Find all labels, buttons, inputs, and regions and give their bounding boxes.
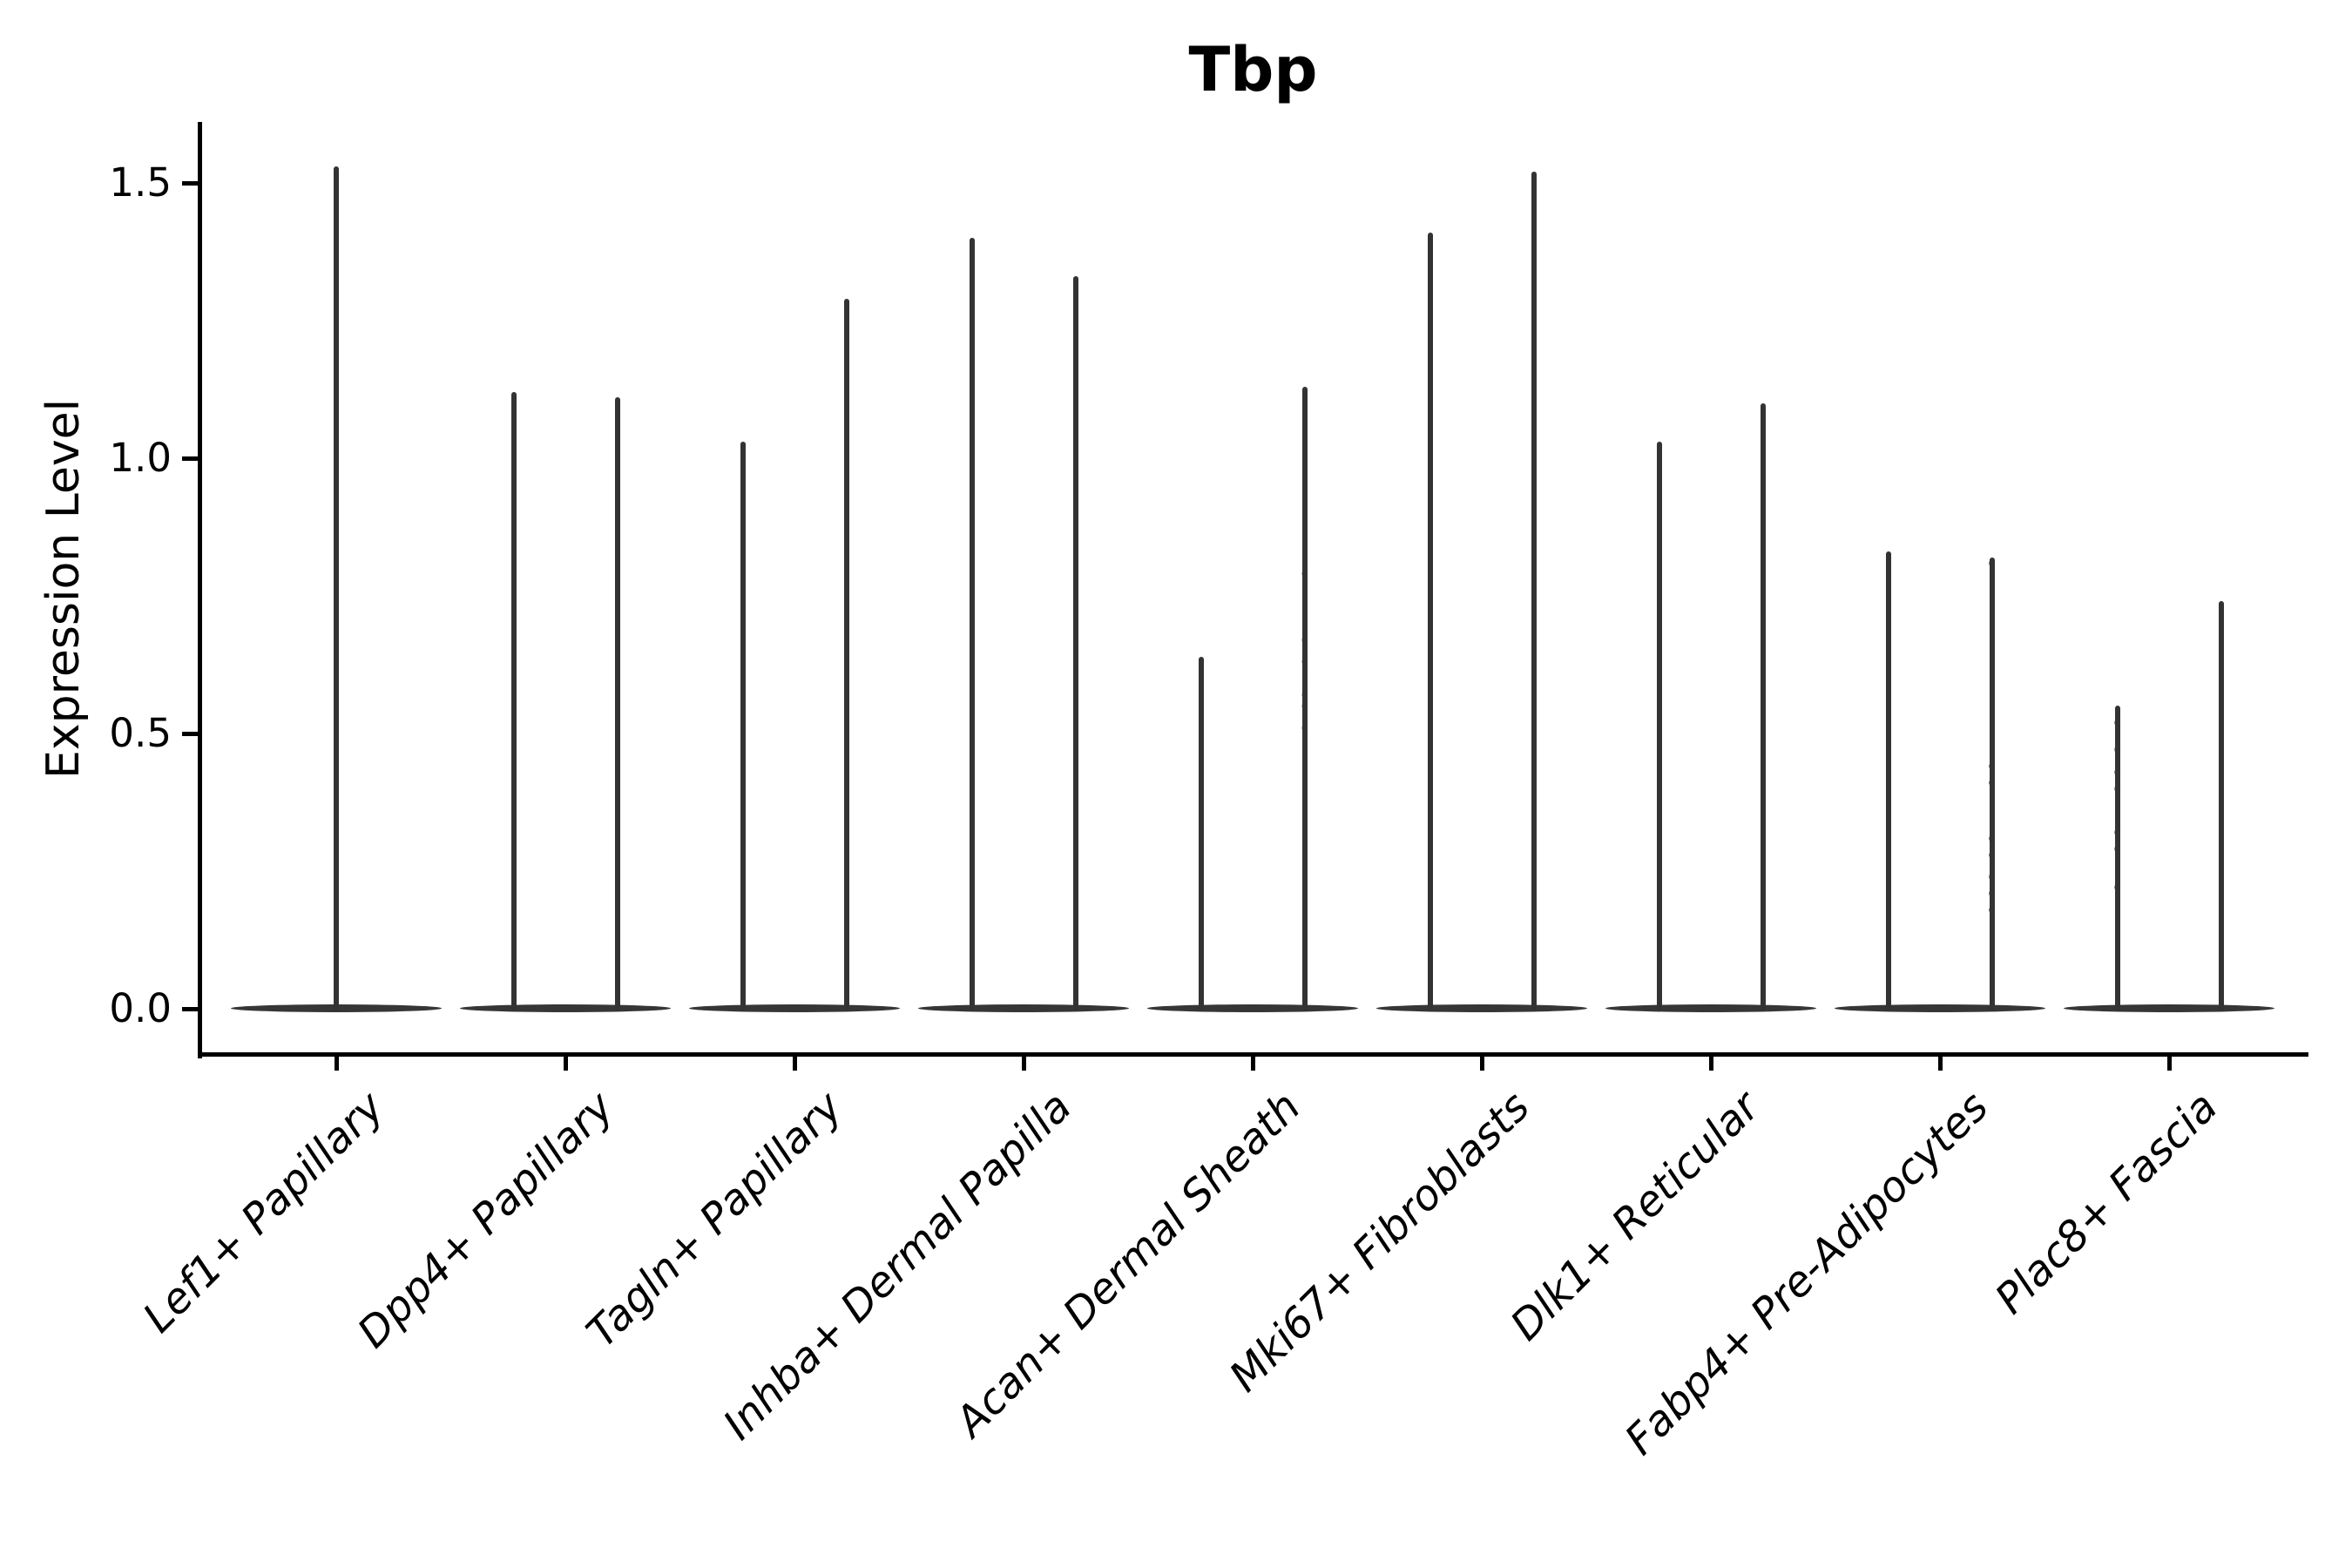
jitter-point: [1301, 692, 1308, 699]
violin-base: [1147, 1004, 1358, 1012]
y-tick: [182, 731, 198, 736]
jitter-point: [2114, 768, 2120, 775]
y-tick: [182, 1006, 198, 1011]
x-tick: [563, 1057, 568, 1071]
jitter-point: [2114, 829, 2120, 836]
x-tick: [1250, 1057, 1255, 1071]
violin-spike: [1301, 386, 1308, 1011]
y-tick-label: 1.0: [109, 435, 172, 481]
jitter-point: [1301, 702, 1308, 709]
x-tick-label: Lef1+ Papillary: [134, 1082, 395, 1342]
y-tick-label: 0.5: [109, 710, 172, 756]
violin-base: [2064, 1004, 2274, 1012]
jitter-point: [1301, 659, 1308, 666]
y-tick-label: 0.0: [109, 985, 172, 1031]
violin-base: [1835, 1004, 2045, 1012]
x-tick: [1021, 1057, 1026, 1071]
jitter-point: [1989, 559, 1995, 566]
x-tick-label: Plac8+ Fascia: [1985, 1082, 2227, 1324]
x-tick-label: Dpp4+ Papillary: [348, 1082, 624, 1358]
jitter-point: [1989, 889, 1995, 896]
jitter-point: [1301, 725, 1308, 732]
violin-spike: [2114, 706, 2120, 1011]
jitter-point: [1989, 851, 1995, 858]
x-tick-label: Dlk1+ Reticular: [1500, 1082, 1769, 1350]
jitter-point: [2114, 719, 2120, 726]
violin-spike: [1760, 402, 1766, 1011]
violin-base: [1376, 1004, 1587, 1012]
y-axis-label: Expression Level: [37, 398, 90, 780]
violin-spike: [334, 166, 339, 1011]
x-tick: [1708, 1057, 1713, 1071]
violin-spike: [1656, 442, 1662, 1011]
jitter-point: [1989, 835, 1995, 841]
jitter-point: [2114, 747, 2120, 754]
jitter-point: [1989, 906, 1995, 913]
y-tick-label: 1.5: [109, 159, 172, 206]
x-tick: [1479, 1057, 1484, 1071]
jitter-point: [1989, 780, 1995, 787]
violin-spike: [969, 238, 975, 1011]
violin-spike: [1427, 232, 1433, 1011]
violin-spike: [614, 397, 620, 1011]
x-tick: [1937, 1057, 1943, 1071]
violin-spike: [740, 442, 746, 1011]
jitter-point: [2114, 884, 2120, 891]
violin-spike: [1885, 551, 1891, 1011]
x-tick-label: Tagln+ Papillary: [577, 1082, 853, 1357]
violin-spike: [510, 392, 517, 1011]
y-axis-spine: [198, 122, 202, 1058]
violin-spike: [843, 298, 849, 1011]
violin-base: [1605, 1004, 1816, 1012]
x-axis-spine: [198, 1052, 2308, 1057]
violin-base: [460, 1004, 671, 1012]
jitter-point: [1989, 763, 1995, 770]
x-tick: [334, 1057, 339, 1071]
violin-base: [689, 1004, 900, 1012]
x-tick: [2166, 1057, 2172, 1071]
violin-base: [918, 1004, 1129, 1012]
chart-title: Tbp: [1188, 34, 1318, 105]
jitter-point: [1301, 571, 1308, 578]
violin-spike: [1072, 276, 1078, 1011]
x-tick: [792, 1057, 797, 1071]
violin-spike: [2218, 601, 2224, 1011]
jitter-point: [1301, 637, 1308, 644]
violin-spike: [1198, 656, 1204, 1011]
y-tick: [182, 456, 198, 461]
x-tick-label: Fabp4+ Pre-Adipocytes: [1615, 1082, 1998, 1465]
jitter-point: [2114, 785, 2120, 792]
y-tick: [182, 180, 198, 186]
violin-spike: [1531, 172, 1537, 1011]
jitter-point: [1989, 873, 1995, 880]
jitter-point: [2114, 846, 2120, 853]
